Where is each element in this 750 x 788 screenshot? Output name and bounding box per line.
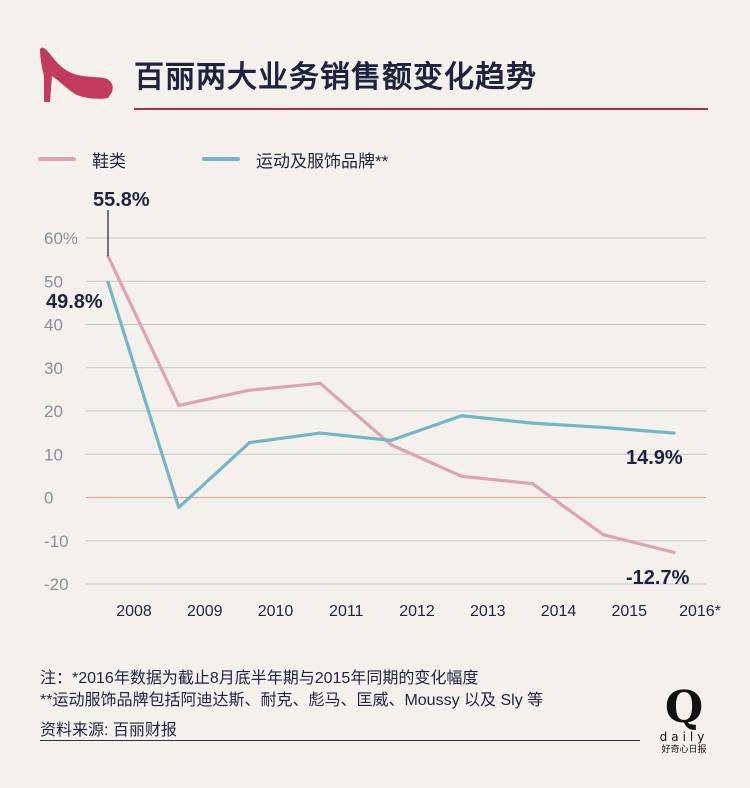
footer-note-brands: **运动服饰品牌包括阿迪达斯、耐克、彪马、匡威、Moussy 以及 Sly 等 xyxy=(40,692,544,709)
legend-label-shoes: 鞋类 xyxy=(92,152,126,171)
footer-note-2016: 注：*2016年数据为截止8月底半年期与2015年同期的变化幅度 xyxy=(40,670,479,687)
x-tick-label: 2008 xyxy=(116,603,152,620)
y-tick-label: 10 xyxy=(44,445,63,464)
data-point-sportswear xyxy=(530,421,535,425)
data-point-shoes xyxy=(530,482,535,486)
series-line-sportswear xyxy=(106,280,676,510)
data-point-shoes xyxy=(247,388,252,392)
x-tick-label: 2011 xyxy=(329,603,364,620)
y-tick-label: 50 xyxy=(44,272,63,291)
page-title: 百丽两大业务销售额变化趋势 xyxy=(134,61,537,94)
footer-divider xyxy=(40,740,640,741)
x-tick-label: 2013 xyxy=(470,603,506,620)
high-heel-shoe-icon xyxy=(40,47,113,102)
y-tick-label: -20 xyxy=(44,575,69,594)
y-tick-label: 60% xyxy=(44,229,78,248)
logo-letter: Q xyxy=(664,682,704,733)
data-point-shoes xyxy=(601,533,605,537)
data-point-sportswear xyxy=(389,438,393,443)
data-point-sportswear xyxy=(318,431,322,435)
x-tick-label: 2014 xyxy=(541,603,577,620)
data-point-sportswear xyxy=(601,425,605,430)
x-tick-label: 2015 xyxy=(611,603,647,620)
data-point-shoes xyxy=(460,474,464,478)
y-tick-label: 30 xyxy=(44,359,63,378)
data-label: 55.8% xyxy=(93,189,150,211)
data-point-sportswear xyxy=(177,505,181,510)
data-point-shoes xyxy=(177,403,181,407)
x-tick-label: 2016* xyxy=(679,603,721,620)
data-point-shoes xyxy=(318,381,322,385)
data-label: 49.8% xyxy=(46,291,103,313)
header: 百丽两大业务销售额变化趋势 xyxy=(0,0,750,112)
footer-source: 资料来源: 百丽财报 xyxy=(40,722,177,739)
y-tick-label: 20 xyxy=(44,402,63,421)
series-line-shoes xyxy=(106,254,676,555)
x-tick-label: 2010 xyxy=(258,603,294,620)
title-underline xyxy=(134,108,708,110)
data-point-sportswear xyxy=(460,414,464,418)
x-tick-label: 2012 xyxy=(399,603,435,620)
data-label: 14.9% xyxy=(626,447,683,469)
legend-label-sportswear: 运动及服饰品牌** xyxy=(256,152,389,171)
y-tick-label: 0 xyxy=(44,489,53,508)
data-label: -12.7% xyxy=(626,567,690,589)
data-point-sportswear xyxy=(106,280,110,284)
data-point-sportswear xyxy=(247,440,252,445)
logo-word: daily xyxy=(659,730,709,744)
y-tick-label: 40 xyxy=(44,316,63,335)
data-point-shoes xyxy=(389,443,393,447)
data-point-sportswear xyxy=(672,431,676,435)
legend-swatch-shoes xyxy=(38,157,76,161)
legend-swatch-sportswear xyxy=(202,157,240,161)
y-tick-label: -10 xyxy=(44,532,69,551)
x-tick-label: 2009 xyxy=(187,603,223,620)
logo-subtitle: 好奇心日报 xyxy=(661,744,707,754)
data-point-shoes xyxy=(672,550,676,555)
qdaily-logo: Q daily 好奇心日报 xyxy=(652,685,716,765)
